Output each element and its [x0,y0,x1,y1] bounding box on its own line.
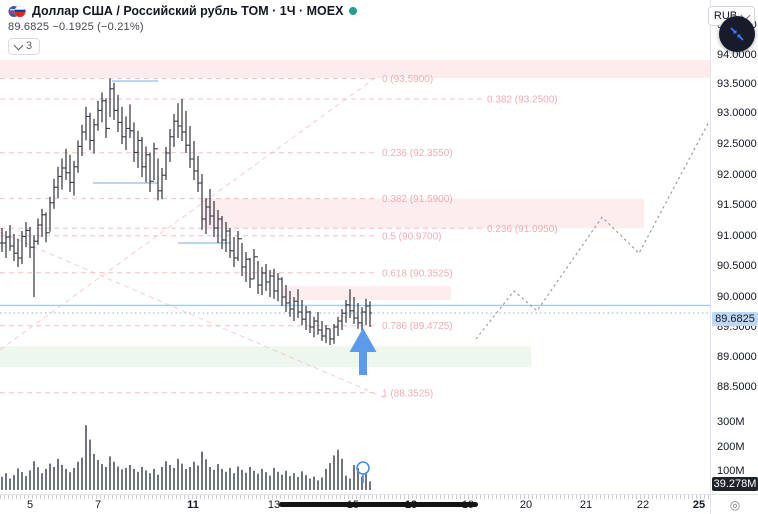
price-axis-label: 90.0000 [717,291,757,303]
last-price-row: 89.6825 −0.1925 (−0.21%) [8,21,357,33]
fib-retracement-secondary[interactable]: 0.382 (93.2500) 0.236 (91.0950) [0,95,558,235]
price-axis-label: 91.5000 [717,199,757,211]
instrument-flag-icon [8,5,26,18]
last-price: 89.6825 [8,21,50,33]
time-axis-label: 22 [636,499,650,511]
object-tree-collapse-button[interactable]: 3 [8,38,41,55]
volume-axis-current-badge: 39.278M [712,477,758,491]
svg-text:0.618 (90.3525): 0.618 (90.3525) [382,268,453,279]
chevron-down-icon [13,40,24,50]
svg-text:1 (88.3525): 1 (88.3525) [382,388,433,399]
time-axis-label: 20 [519,499,533,511]
market-open-dot [349,7,358,15]
supply-zone-mid[interactable] [202,198,644,229]
price-axis-label: 300M [717,416,745,428]
time-axis-ticks [0,495,710,499]
symbol-title[interactable]: Доллар США / Российский рубль TOM · 1Ч ·… [32,4,344,18]
price-axis-label: 93.5000 [717,78,757,90]
price-axis-label: 92.0000 [717,169,757,181]
supply-zone-top[interactable] [0,60,710,78]
target-icon: ◎ [729,498,741,512]
up-arrow-drawing[interactable] [349,328,377,375]
svg-text:0.382 (91.5900): 0.382 (91.5900) [382,194,453,205]
svg-text:0.5 (90.9700): 0.5 (90.9700) [382,231,442,242]
time-axis-label: 5 [26,499,34,511]
symbol-header: Доллар США / Российский рубль TOM · 1Ч ·… [8,4,358,55]
time-axis[interactable]: 57111315181920212225 [0,494,710,514]
price-axis-label: 90.5000 [717,260,757,272]
fib-trend-diagonal [0,231,386,399]
time-axis-label: 25 [692,499,706,511]
svg-text:0.786 (89.4725): 0.786 (89.4725) [382,321,453,332]
time-axis-label: 21 [579,499,593,511]
collapse-button[interactable] [719,16,755,52]
price-change: −0.1925 (−0.21%) [52,21,144,33]
time-scrollbar[interactable] [279,502,478,507]
price-axis-label: 200M [717,441,745,453]
svg-text:0.236 (92.3550): 0.236 (92.3550) [382,148,453,159]
price-axis-label: 94.0000 [717,49,757,61]
collapse-arrows-icon [730,27,744,41]
time-axis-label: 11 [187,499,199,511]
price-axis-label: 92.5000 [717,138,757,150]
chart-plot: 0 (93.5900) 0.236 (92.3550) 0.382 (91.5900… [0,60,710,490]
supply-zone-small[interactable] [283,286,451,300]
price-axis-label: 100M [717,465,745,477]
axis-settings-corner[interactable]: ◎ [710,494,758,514]
drawing-count: 3 [26,40,33,52]
volume-bars [1,425,371,490]
ohlc-bars [0,78,373,345]
price-axis-label: 93.0000 [717,107,757,119]
forecast-zigzag [475,121,710,340]
price-axis-label: 91.0000 [717,230,757,242]
price-axis-current-badge: 89.6825 [712,312,758,326]
demand-zone-green[interactable] [0,346,531,368]
time-axis-label: 7 [94,499,102,511]
svg-text:0.236 (91.0950): 0.236 (91.0950) [487,224,558,235]
price-axis[interactable]: 94.500094.000093.500093.000092.500092.00… [710,0,758,494]
svg-text:0 (93.5900): 0 (93.5900) [382,74,433,85]
price-axis-label: 89.0000 [717,351,757,363]
price-axis-label: 88.5000 [717,381,757,393]
chart-canvas[interactable]: 0 (93.5900) 0.236 (92.3550) 0.382 (91.5900… [0,0,710,494]
svg-text:0.382 (93.2500): 0.382 (93.2500) [487,95,558,106]
marker-icon[interactable] [356,461,370,483]
time-axis-label: 13 [267,499,281,511]
fib-retracement-main[interactable]: 0 (93.5900) 0.236 (92.3550) 0.382 (91.5900… [0,74,453,399]
